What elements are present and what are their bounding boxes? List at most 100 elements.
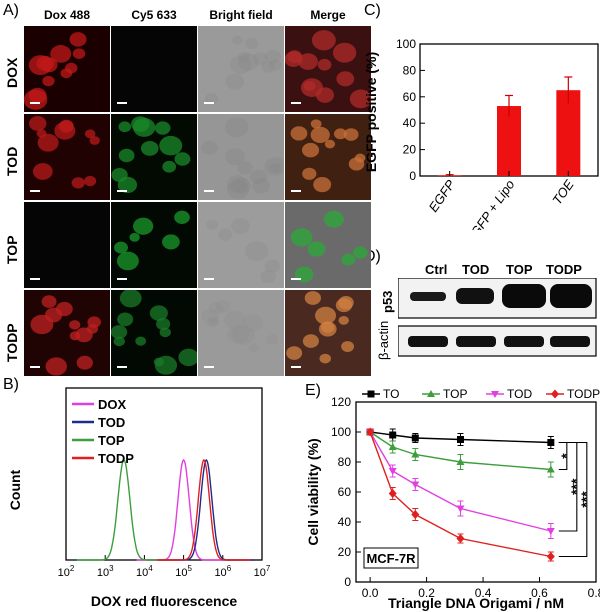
legend-label-tod: TOD bbox=[98, 415, 125, 430]
axis-ticks: 0 20 40 60 80 100 120 0.0 0.2 0.4 0.6 0.8 bbox=[331, 395, 600, 600]
cell-blob bbox=[113, 336, 125, 347]
significance-mark-1: * bbox=[558, 453, 574, 459]
cell-blob bbox=[332, 42, 357, 63]
y-tick-label: 20 bbox=[403, 143, 417, 157]
cell-blob bbox=[224, 310, 246, 329]
data-point bbox=[411, 510, 420, 519]
scale-bar bbox=[117, 102, 127, 104]
cell-blob bbox=[343, 128, 359, 141]
cell-blob bbox=[89, 136, 100, 145]
cell-blob bbox=[229, 55, 252, 74]
cell-blob bbox=[133, 217, 154, 235]
cell-blob bbox=[264, 157, 284, 176]
cell-blob bbox=[135, 336, 147, 346]
cell-blob bbox=[140, 140, 159, 156]
cell-blob bbox=[50, 45, 72, 63]
plot-frame bbox=[65, 387, 263, 561]
cells-texture bbox=[114, 210, 190, 271]
cell-blob bbox=[118, 148, 135, 163]
cell-blob bbox=[58, 120, 74, 133]
x-tick-exponent: 5 bbox=[187, 564, 192, 573]
cell-blob bbox=[178, 348, 197, 367]
cell-blob bbox=[349, 89, 371, 109]
data-point bbox=[389, 431, 397, 439]
cell-blob bbox=[41, 295, 57, 308]
data-point bbox=[546, 465, 555, 473]
lane-label-ctrl: Ctrl bbox=[425, 262, 448, 277]
legend-label-top: TOP bbox=[98, 433, 125, 448]
cell-blob bbox=[174, 152, 191, 166]
y-tick-label: 100 bbox=[396, 37, 416, 51]
y-tick-label: 100 bbox=[331, 425, 351, 439]
micrograph-tod-4 bbox=[285, 114, 371, 200]
lane-label-top: TOP bbox=[506, 262, 533, 277]
cells-texture bbox=[285, 30, 371, 109]
x-tick-exponent: 6 bbox=[227, 564, 232, 573]
cell-blob bbox=[264, 259, 281, 273]
cell-blob bbox=[84, 175, 97, 187]
cell-blob bbox=[174, 210, 190, 224]
band-actin-tod bbox=[456, 336, 496, 347]
cells-texture bbox=[24, 32, 87, 110]
cell-blob bbox=[324, 210, 344, 228]
y-tick-label: 60 bbox=[403, 90, 417, 104]
legend-label-todp: TODP bbox=[98, 451, 134, 466]
cell-blob bbox=[311, 30, 336, 51]
cell-blob bbox=[87, 316, 101, 328]
scale-bar bbox=[30, 102, 40, 104]
cells-texture bbox=[30, 295, 101, 376]
cell-blob bbox=[248, 343, 259, 352]
y-tick-label: 0 bbox=[344, 575, 351, 589]
x-tick-label: 102 bbox=[58, 564, 75, 579]
band-p53-todp bbox=[550, 284, 592, 308]
cell-blob bbox=[244, 241, 269, 262]
cell-blob bbox=[302, 167, 317, 180]
cell-blob bbox=[119, 290, 142, 308]
cell-blob bbox=[232, 35, 243, 45]
cell-blob bbox=[315, 87, 335, 103]
cell-blob bbox=[208, 302, 224, 315]
series-lines bbox=[366, 427, 555, 562]
row-label-beta-actin: β-actin bbox=[376, 320, 391, 360]
cell-blob bbox=[201, 140, 218, 155]
data-point bbox=[427, 390, 435, 397]
panel-b-histogram: 102 103 104 105 106 107 DOX TOD TOP TODP Count D… bbox=[7, 387, 271, 609]
x-tick-label-1: EGFP bbox=[426, 177, 459, 215]
y-tick-label: 60 bbox=[338, 485, 352, 499]
scale-bar bbox=[30, 190, 40, 192]
panel-label-a: A) bbox=[3, 2, 19, 19]
cell-line-box bbox=[363, 547, 419, 569]
cell-blob bbox=[225, 73, 245, 90]
cell-blob bbox=[307, 241, 326, 257]
bracket-3 bbox=[558, 441, 588, 558]
cells-texture bbox=[290, 210, 368, 283]
x-tick-label: 0.4 bbox=[475, 586, 492, 600]
data-point bbox=[456, 534, 465, 543]
x-axis-ticks: 102 103 104 105 106 107 bbox=[58, 555, 271, 579]
significance-brackets: ******* bbox=[558, 441, 594, 558]
cell-blob bbox=[245, 37, 259, 50]
cell-blob bbox=[71, 177, 85, 189]
cell-blob bbox=[64, 62, 78, 74]
cell-blob bbox=[264, 49, 281, 64]
cells-texture bbox=[206, 218, 281, 283]
column-header-cy5: Cy5 633 bbox=[131, 8, 177, 22]
scale-bar bbox=[117, 278, 127, 280]
x-axis-label: Triangle DNA Origami / nM bbox=[388, 595, 564, 611]
micrograph-top-1 bbox=[24, 202, 110, 288]
cell-blob bbox=[37, 133, 59, 152]
row-label-dox: DOX bbox=[4, 57, 20, 88]
legend: DOX TOD TOP TODP bbox=[72, 397, 134, 466]
cell-blob bbox=[118, 121, 132, 133]
cell-blob bbox=[231, 325, 255, 345]
data-point bbox=[388, 443, 397, 450]
x-tick-label-3: TOE bbox=[549, 177, 577, 208]
y-axis-label: EGFP positive (%) bbox=[363, 52, 379, 172]
cell-blob bbox=[268, 59, 282, 71]
cell-blob bbox=[226, 180, 250, 200]
x-tick-label-2: EGFP + Lipo bbox=[463, 177, 518, 230]
cells-texture bbox=[204, 35, 282, 105]
cell-blob bbox=[252, 178, 270, 194]
cell-blob bbox=[28, 116, 47, 131]
data-point bbox=[411, 481, 420, 489]
